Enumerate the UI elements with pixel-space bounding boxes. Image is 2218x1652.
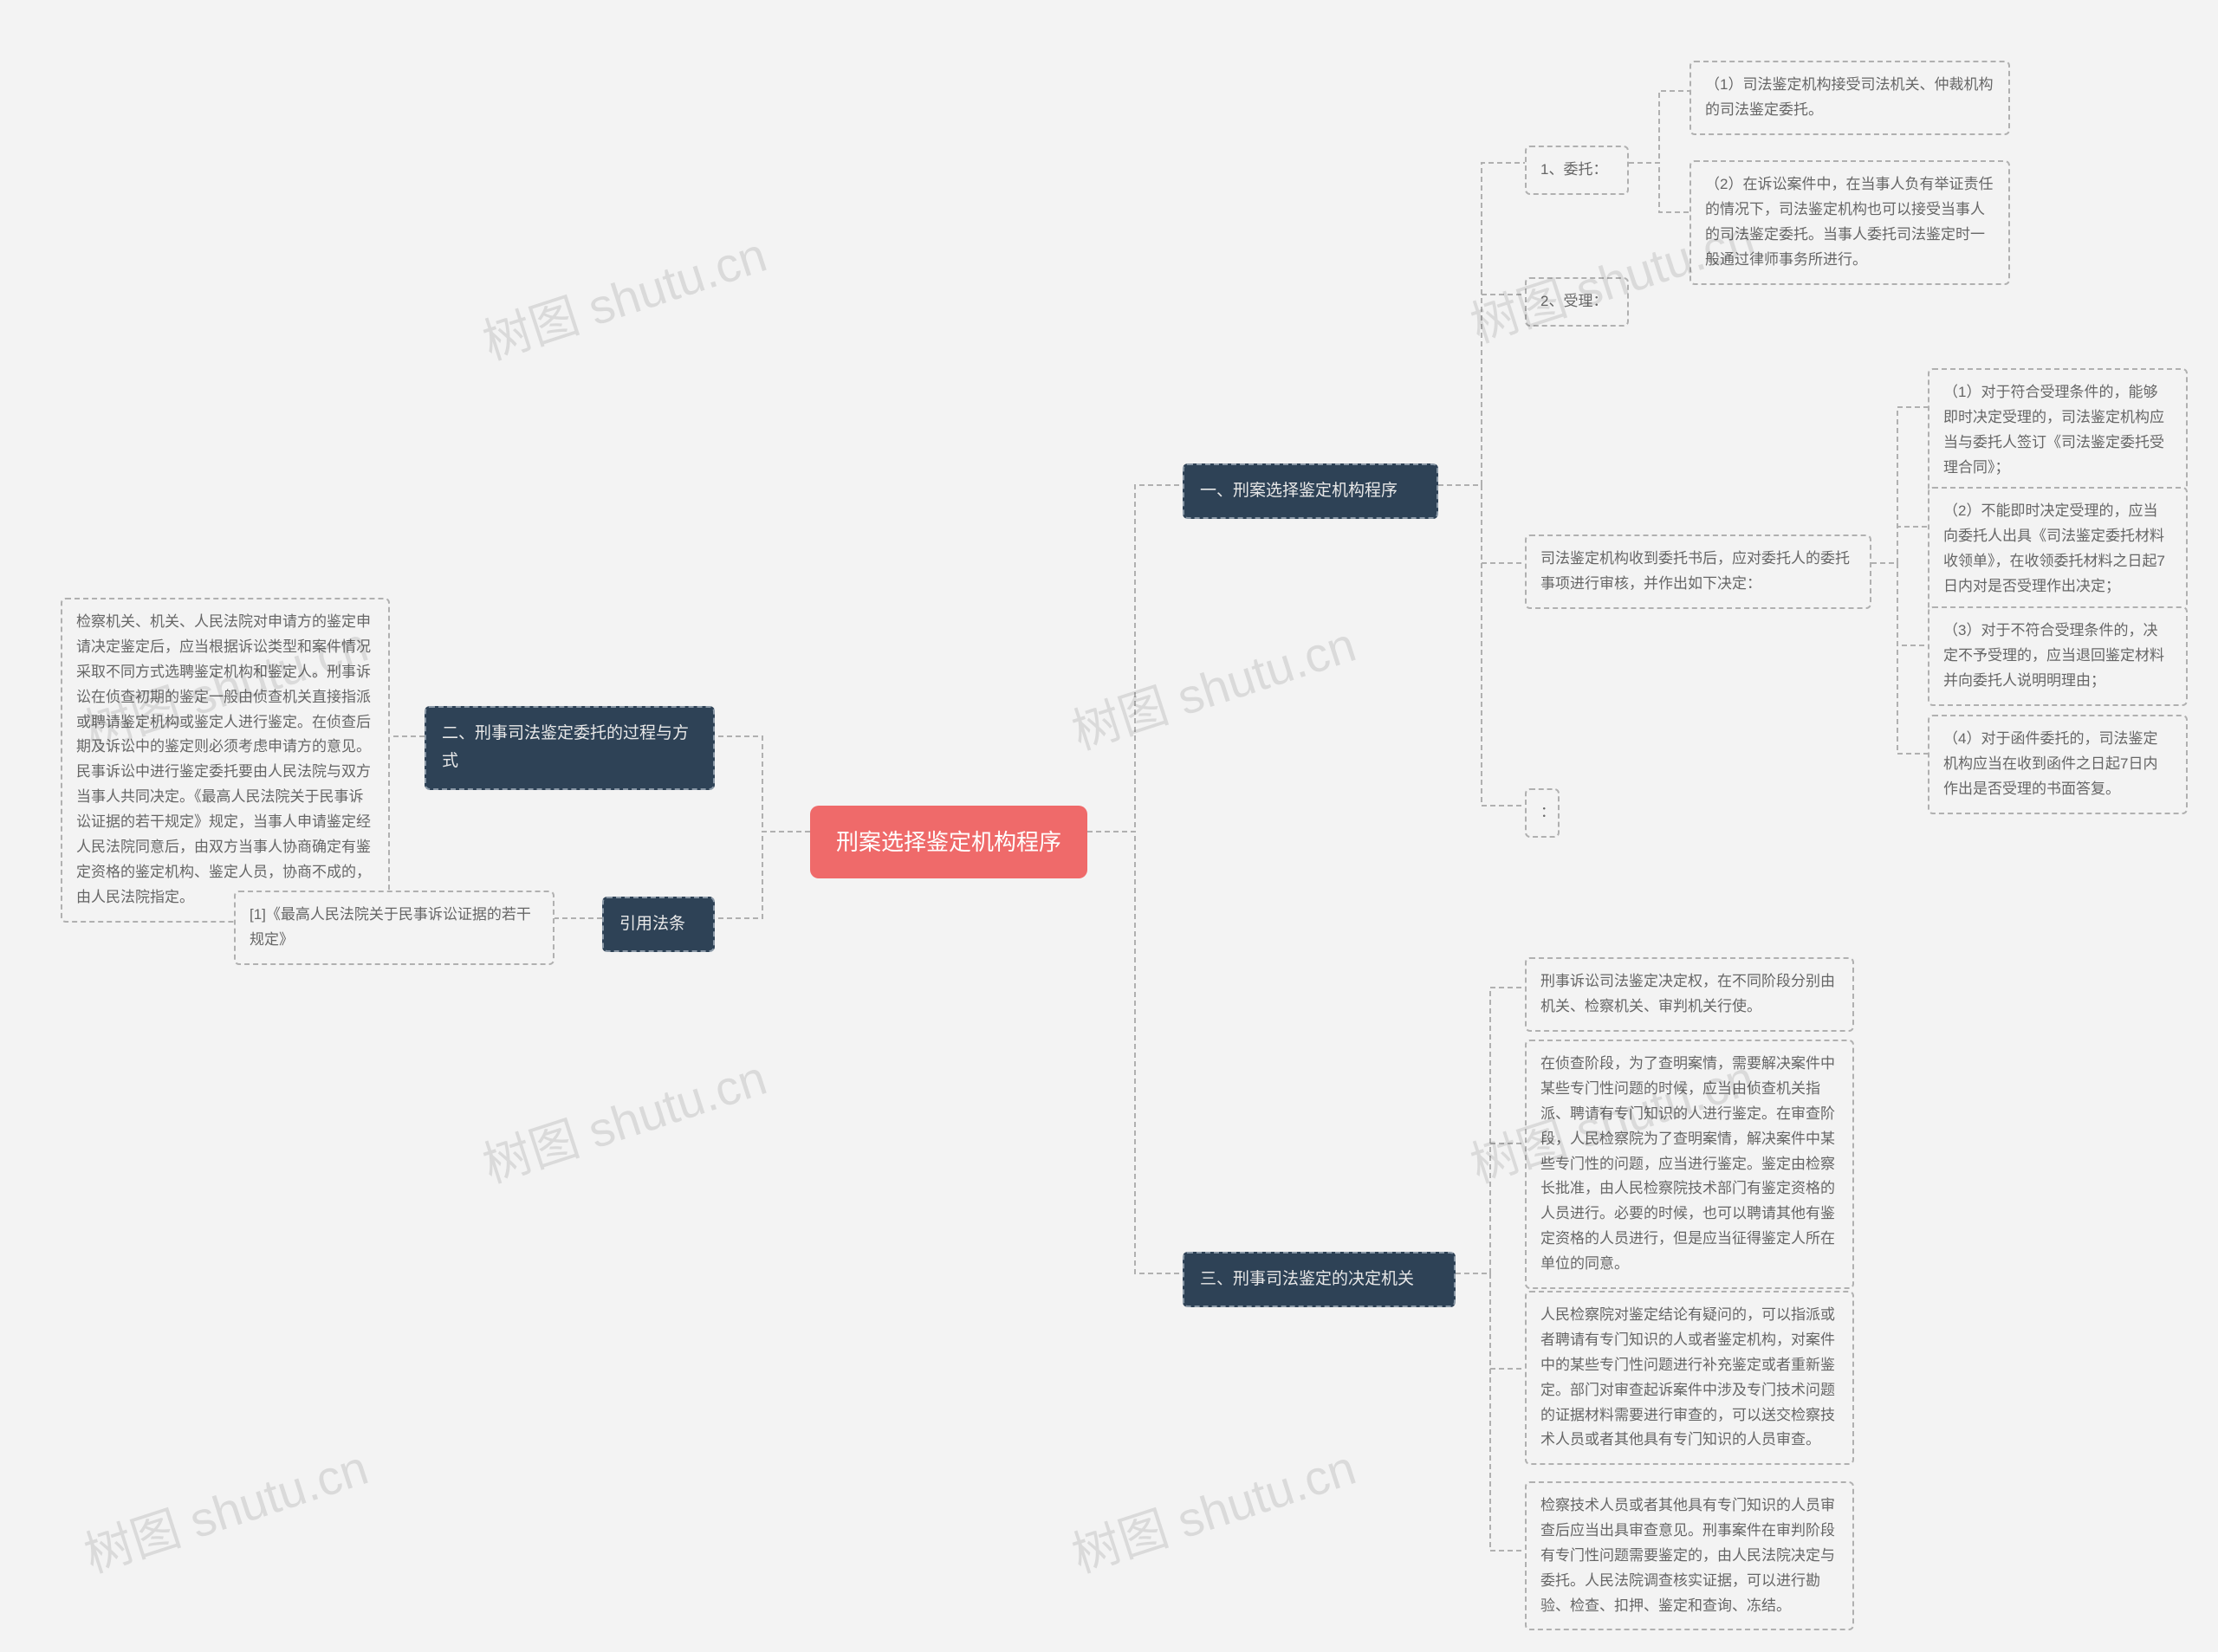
branch-reference: 引用法条 xyxy=(602,897,715,952)
branch-authority-text: 三、刑事司法鉴定的决定机关 xyxy=(1200,1270,1414,1288)
leaf-review-2: （2）不能即时决定受理的，应当向委托人出具《司法鉴定委托材料收领单》，在收领委托… xyxy=(1928,487,2188,612)
leaf-entrust-2: （2）在诉讼案件中，在当事人负有举证责任的情况下，司法鉴定机构也可以接受当事人的… xyxy=(1689,160,2010,285)
leaf-entrust-1-text: （1）司法鉴定机构接受司法机关、仲裁机构的司法鉴定委托。 xyxy=(1705,76,1993,118)
leaf-auth-1: 刑事诉讼司法鉴定决定权，在不同阶段分别由机关、检察机关、审判机关行使。 xyxy=(1525,957,1854,1032)
root-node: 刑案选择鉴定机构程序 xyxy=(810,806,1087,878)
branch-procedure: 一、刑案选择鉴定机构程序 xyxy=(1183,463,1438,519)
leaf-colon-text: ： xyxy=(1540,804,1555,820)
leaf-reference-1: [1]《最高人民法院关于民事诉讼证据的若干规定》 xyxy=(234,891,554,965)
leaf-auth-4: 检察技术人员或者其他具有专门知识的人员审查后应当出具审查意见。刑事案件在审判阶段… xyxy=(1525,1481,1854,1630)
leaf-auth-2-text: 在侦查阶段，为了查明案情，需要解决案件中某些专门性问题的时候，应当由侦查机关指派… xyxy=(1540,1055,1835,1272)
leaf-reference-1-text: [1]《最高人民法院关于民事诉讼证据的若干规定》 xyxy=(250,906,531,948)
leaf-review-3: （3）对于不符合受理条件的，决定不予受理的，应当退回鉴定材料并向委托人说明明理由… xyxy=(1928,606,2188,706)
leaf-entrust-2-text: （2）在诉讼案件中，在当事人负有举证责任的情况下，司法鉴定机构也可以接受当事人的… xyxy=(1705,176,1993,268)
leaf-review-1-text: （1）对于符合受理条件的，能够即时决定受理的，司法鉴定机构应当与委托人签订《司法… xyxy=(1943,384,2164,476)
leaf-auth-3: 人民检察院对鉴定结论有疑问的，可以指派或者聘请有专门知识的人或者鉴定机构，对案件… xyxy=(1525,1291,1854,1465)
leaf-review: 司法鉴定机构收到委托书后，应对委托人的委托事项进行审核，并作出如下决定： xyxy=(1525,534,1871,609)
watermark-text: 树图 shutu.cn xyxy=(473,217,775,374)
leaf-auth-1-text: 刑事诉讼司法鉴定决定权，在不同阶段分别由机关、检察机关、审判机关行使。 xyxy=(1540,973,1835,1014)
leaf-colon: ： xyxy=(1525,788,1560,838)
watermark-text: 树图 shutu.cn xyxy=(473,1040,775,1197)
watermark-text: 树图 shutu.cn xyxy=(1062,1429,1364,1587)
leaf-review-3-text: （3）对于不符合受理条件的，决定不予受理的，应当退回鉴定材料并向委托人说明明理由… xyxy=(1943,622,2164,689)
watermark-text: 树图 shutu.cn xyxy=(1062,606,1364,764)
leaf-accept-text: 2、受理： xyxy=(1540,293,1607,309)
leaf-review-2-text: （2）不能即时决定受理的，应当向委托人出具《司法鉴定委托材料收领单》，在收领委托… xyxy=(1943,502,2165,594)
leaf-review-1: （1）对于符合受理条件的，能够即时决定受理的，司法鉴定机构应当与委托人签订《司法… xyxy=(1928,368,2188,493)
leaf-review-4: （4）对于函件委托的，司法鉴定机构应当在收到函件之日起7日内作出是否受理的书面答… xyxy=(1928,715,2188,814)
branch-procedure-text: 一、刑案选择鉴定机构程序 xyxy=(1200,482,1398,500)
leaf-entrust-1: （1）司法鉴定机构接受司法机关、仲裁机构的司法鉴定委托。 xyxy=(1689,61,2010,135)
diagram-canvas: 刑案选择鉴定机构程序 一、刑案选择鉴定机构程序 1、委托： （1）司法鉴定机构接… xyxy=(0,0,2218,1652)
leaf-accept: 2、受理： xyxy=(1525,277,1629,327)
leaf-process-detail-text: 检察机关、机关、人民法院对申请方的鉴定申请决定鉴定后，应当根据诉讼类型和案件情况… xyxy=(76,613,371,905)
leaf-process-detail: 检察机关、机关、人民法院对申请方的鉴定申请决定鉴定后，应当根据诉讼类型和案件情况… xyxy=(61,598,390,923)
leaf-auth-4-text: 检察技术人员或者其他具有专门知识的人员审查后应当出具审查意见。刑事案件在审判阶段… xyxy=(1540,1497,1835,1614)
leaf-auth-2: 在侦查阶段，为了查明案情，需要解决案件中某些专门性问题的时候，应当由侦查机关指派… xyxy=(1525,1040,1854,1289)
branch-authority: 三、刑事司法鉴定的决定机关 xyxy=(1183,1252,1456,1307)
leaf-entrust: 1、委托： xyxy=(1525,146,1629,195)
branch-process-text: 二、刑事司法鉴定委托的过程与方式 xyxy=(442,724,689,770)
branch-process: 二、刑事司法鉴定委托的过程与方式 xyxy=(425,706,715,790)
leaf-entrust-text: 1、委托： xyxy=(1540,161,1607,178)
root-text: 刑案选择鉴定机构程序 xyxy=(836,829,1061,855)
leaf-review-text: 司法鉴定机构收到委托书后，应对委托人的委托事项进行审核，并作出如下决定： xyxy=(1540,550,1850,592)
leaf-review-4-text: （4）对于函件委托的，司法鉴定机构应当在收到函件之日起7日内作出是否受理的书面答… xyxy=(1943,730,2157,797)
leaf-auth-3-text: 人民检察院对鉴定结论有疑问的，可以指派或者聘请有专门知识的人或者鉴定机构，对案件… xyxy=(1540,1306,1835,1448)
watermark-text: 树图 shutu.cn xyxy=(75,1429,376,1587)
branch-reference-text: 引用法条 xyxy=(619,915,685,933)
